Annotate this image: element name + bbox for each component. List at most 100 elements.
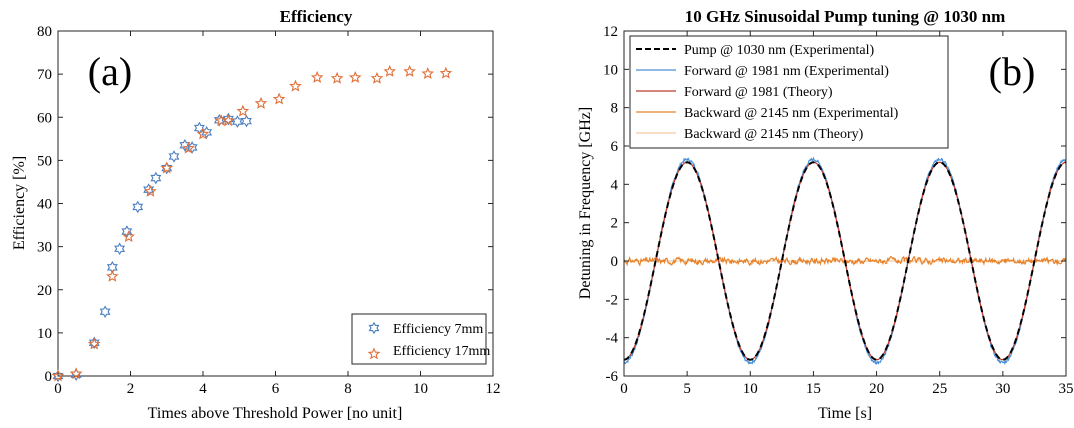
data-point-7mm bbox=[179, 138, 191, 152]
data-point-7mm bbox=[88, 336, 100, 350]
data-point-17mm bbox=[87, 337, 101, 350]
chart-a-y-tick-label: 0 bbox=[45, 369, 53, 385]
chart-a-panel-label: (a) bbox=[88, 49, 132, 94]
chart-b-x-tick-label: 15 bbox=[806, 381, 821, 397]
chart-b-x-tick-label: 30 bbox=[995, 381, 1010, 397]
chart-b-y-ticks: -6 -4 -2 0 2 4 6 8 10 12 bbox=[603, 24, 1066, 385]
chart-b-x-tick-label: 35 bbox=[1059, 381, 1074, 397]
data-point-7mm bbox=[99, 305, 111, 319]
chart-a-x-tick-label: 6 bbox=[272, 381, 280, 397]
data-point-7mm bbox=[241, 114, 252, 128]
chart-b-lines bbox=[623, 156, 1067, 366]
chart-a-x-tick-label: 12 bbox=[486, 381, 501, 397]
chart-b-y-tick-label: 8 bbox=[611, 101, 619, 117]
data-point-7mm bbox=[52, 369, 64, 383]
legend-label-pump: Pump @ 1030 nm (Experimental) bbox=[684, 43, 875, 58]
data-point-7mm bbox=[121, 225, 133, 238]
data-point-7mm bbox=[168, 150, 180, 163]
data-point-7mm bbox=[150, 171, 162, 185]
chart-a-y-tick-label: 60 bbox=[37, 110, 52, 126]
chart-a-x-tick-label: 10 bbox=[413, 381, 428, 397]
chart-b-y-tick-label: -4 bbox=[606, 331, 619, 347]
chart-b-x-label: Time [s] bbox=[818, 405, 872, 422]
legend-label-7mm: Efficiency 7mm bbox=[393, 322, 483, 337]
chart-a-y-label: Efficiency [%] bbox=[11, 156, 28, 250]
chart-a-x-tick-label: 8 bbox=[344, 381, 352, 397]
chart-a-x-tick-label: 0 bbox=[54, 381, 62, 397]
data-point-17mm bbox=[122, 230, 135, 243]
data-point-17mm bbox=[196, 127, 210, 140]
data-point-17mm bbox=[289, 79, 302, 92]
chart-a-y-ticks: 0 10 20 30 40 50 60 70 80 bbox=[37, 24, 493, 385]
pump-tuning-chart: 10 GHz Sinusoidal Pump tuning @ 1030 nm … bbox=[577, 7, 1074, 422]
chart-b-y-tick-label: 0 bbox=[611, 254, 619, 270]
chart-b-y-tick-label: 10 bbox=[603, 62, 618, 78]
chart-a-x-label: Times above Threshold Power [no unit] bbox=[148, 405, 403, 422]
chart-b-x-tick-label: 0 bbox=[620, 381, 628, 397]
data-point-17mm bbox=[254, 96, 268, 109]
data-point-7mm bbox=[222, 112, 234, 126]
data-point-17mm bbox=[106, 269, 119, 282]
data-point-7mm bbox=[132, 200, 144, 214]
chart-a-y-tick-label: 20 bbox=[37, 283, 52, 299]
chart-a-legend: Efficiency 7mm Efficiency 17mm bbox=[351, 313, 490, 365]
data-point-7mm bbox=[114, 242, 126, 256]
data-point-17mm bbox=[144, 184, 157, 197]
data-point-17mm bbox=[51, 369, 65, 382]
legend-label-forward-exp: Forward @ 1981 nm (Experimental) bbox=[684, 64, 889, 79]
data-point-7mm bbox=[213, 113, 225, 127]
data-point-17mm bbox=[222, 114, 235, 127]
chart-b-y-label: Detuning in Frequency [GHz] bbox=[577, 107, 594, 299]
chart-a-x-ticks: 0 2 4 6 8 10 12 bbox=[54, 31, 501, 397]
chart-a-title: Efficiency bbox=[280, 7, 353, 26]
legend-marker-shape bbox=[367, 347, 381, 360]
data-point-17mm bbox=[160, 161, 174, 174]
chart-b-legend: Pump @ 1030 nm (Experimental) Forward @ … bbox=[629, 35, 949, 149]
data-point-17mm bbox=[69, 367, 83, 380]
legend-label-17mm: Efficiency 17mm bbox=[393, 344, 490, 359]
chart-b-y-tick-label: -2 bbox=[606, 292, 619, 308]
chart-b-y-tick-label: 6 bbox=[611, 139, 619, 155]
data-point-17mm bbox=[403, 64, 416, 77]
chart-b-y-tick-label: 12 bbox=[603, 24, 618, 40]
chart-b-y-tick-label: -6 bbox=[606, 369, 619, 385]
chart-b-x-tick-label: 10 bbox=[743, 381, 758, 397]
chart-b-x-tick-label: 20 bbox=[869, 381, 884, 397]
data-point-17mm bbox=[421, 67, 435, 80]
chart-a-points bbox=[51, 64, 453, 383]
chart-b-y-tick-label: 2 bbox=[611, 216, 619, 232]
data-point-17mm bbox=[310, 70, 324, 83]
data-point-17mm bbox=[182, 141, 195, 154]
chart-b-legend-box bbox=[629, 35, 949, 149]
data-point-17mm bbox=[348, 70, 362, 83]
chart-a-x-tick-label: 4 bbox=[199, 381, 207, 397]
data-point-7mm bbox=[161, 161, 173, 175]
chart-b-title: 10 GHz Sinusoidal Pump tuning @ 1030 nm bbox=[685, 7, 1005, 26]
chart-b-panel-label: (b) bbox=[989, 49, 1036, 94]
chart-a-y-tick-label: 70 bbox=[37, 67, 52, 83]
chart-a-y-tick-label: 10 bbox=[37, 326, 52, 342]
data-point-17mm bbox=[272, 92, 286, 105]
chart-a-y-tick-label: 30 bbox=[37, 240, 52, 256]
chart-b-frame bbox=[623, 30, 1067, 377]
efficiency-chart: Efficiency 0 2 4 6 8 10 12 0 10 20 30 40 50 60 70 80 (… bbox=[11, 7, 501, 422]
chart-b-y-tick-label: 4 bbox=[611, 177, 619, 193]
chart-a-y-tick-label: 50 bbox=[37, 153, 52, 169]
legend-label-backward-exp: Backward @ 2145 nm (Experimental) bbox=[684, 106, 899, 121]
data-point-17mm bbox=[439, 66, 453, 79]
data-point-17mm bbox=[236, 104, 250, 117]
chart-b-x-ticks: 0 5 10 15 20 25 30 35 bbox=[620, 31, 1074, 397]
data-point-17mm bbox=[383, 64, 396, 77]
data-point-17mm bbox=[370, 71, 384, 84]
legend-label-backward-theory: Backward @ 2145 nm (Theory) bbox=[684, 127, 864, 142]
legend-marker-7mm bbox=[368, 321, 380, 335]
legend-marker-shape bbox=[368, 321, 380, 335]
legend-marker-17mm bbox=[367, 347, 381, 360]
chart-a-y-tick-label: 40 bbox=[37, 197, 52, 213]
chart-b-x-tick-label: 5 bbox=[683, 381, 691, 397]
chart-b-x-tick-label: 25 bbox=[932, 381, 947, 397]
series-line-0 bbox=[623, 161, 1067, 361]
legend-label-forward-theory: Forward @ 1981 (Theory) bbox=[684, 85, 833, 100]
data-point-17mm bbox=[330, 71, 344, 84]
